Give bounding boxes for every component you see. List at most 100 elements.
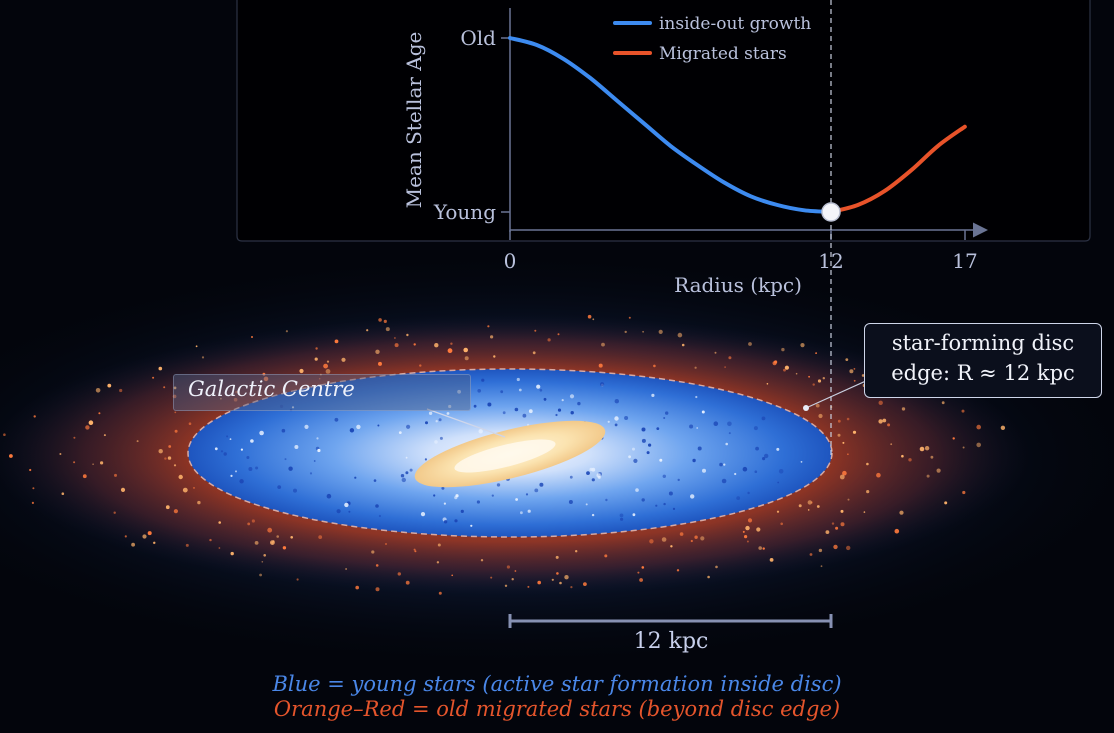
edge-callout-dot xyxy=(803,405,809,411)
y-tick-label-old: Old xyxy=(460,26,496,50)
old-star-dot xyxy=(188,422,192,426)
old-star-dot xyxy=(866,462,869,466)
young-star-dot xyxy=(777,481,780,484)
young-star-dot xyxy=(373,479,377,482)
old-star-dot xyxy=(833,544,838,550)
young-star-dot xyxy=(702,468,706,473)
old-star-dot xyxy=(164,457,167,460)
young-star-dot xyxy=(656,427,660,430)
old-star-dot xyxy=(437,543,441,547)
young-star-dot xyxy=(778,469,784,474)
young-star-dot xyxy=(555,413,558,417)
old-star-dot xyxy=(345,568,347,570)
old-star-dot xyxy=(583,582,587,586)
young-star-dot xyxy=(344,502,349,508)
young-star-dot xyxy=(477,389,482,393)
old-star-dot xyxy=(845,358,849,361)
young-star-dot xyxy=(476,500,480,504)
old-star-dot xyxy=(661,537,667,542)
young-star-dot xyxy=(632,447,635,451)
young-star-dot xyxy=(516,377,520,382)
old-star-dot xyxy=(487,325,490,328)
old-star-dot xyxy=(120,487,126,492)
young-star-dot xyxy=(434,440,438,444)
young-star-dot xyxy=(614,416,619,421)
old-star-dot xyxy=(707,575,710,579)
young-star-dot xyxy=(455,494,459,498)
old-star-dot xyxy=(564,575,569,580)
old-star-dot xyxy=(147,531,152,536)
old-star-dot xyxy=(847,498,850,501)
old-star-dot xyxy=(853,368,856,370)
old-migrated-stars xyxy=(3,314,1006,595)
young-star-dot xyxy=(600,382,605,387)
old-star-dot xyxy=(679,532,684,536)
old-star-dot xyxy=(131,542,136,547)
old-star-dot xyxy=(587,314,592,319)
old-star-dot xyxy=(172,394,177,399)
old-star-dot xyxy=(846,417,850,421)
young-star-dot xyxy=(721,478,727,484)
young-star-dot xyxy=(223,452,227,456)
y-tick-label-young: Young xyxy=(433,200,496,224)
old-star-dot xyxy=(746,540,749,543)
young-star-dot xyxy=(518,388,522,392)
y-axis-title: Mean Stellar Age xyxy=(402,32,426,209)
old-star-dot xyxy=(233,397,238,402)
old-star-dot xyxy=(866,490,870,494)
old-star-dot xyxy=(267,527,273,533)
young-star-dot xyxy=(336,509,341,514)
old-star-dot xyxy=(887,423,891,427)
old-star-dot xyxy=(694,366,697,369)
old-star-dot xyxy=(769,558,774,562)
young-star-dot xyxy=(250,439,254,443)
young-star-dot xyxy=(696,427,699,429)
old-star-dot xyxy=(744,535,748,539)
old-star-dot xyxy=(815,403,820,408)
old-star-dot xyxy=(254,541,259,545)
old-star-dot xyxy=(218,521,221,524)
old-star-dot xyxy=(506,565,510,569)
old-star-dot xyxy=(323,363,328,369)
old-star-dot xyxy=(378,361,382,366)
young-star-dot xyxy=(438,418,442,422)
old-star-dot xyxy=(840,509,844,513)
young-star-dot xyxy=(304,424,309,429)
old-star-dot xyxy=(165,505,170,510)
old-star-dot xyxy=(926,474,930,478)
young-star-dot xyxy=(326,493,332,499)
old-star-dot xyxy=(944,501,948,505)
young-star-dot xyxy=(293,488,297,493)
old-star-dot xyxy=(296,578,299,581)
old-star-dot xyxy=(559,581,562,585)
old-star-dot xyxy=(837,419,841,423)
old-star-dot xyxy=(930,455,934,459)
old-star-dot xyxy=(251,519,255,523)
old-star-dot xyxy=(315,347,318,350)
young-star-dot xyxy=(695,395,698,399)
old-star-dot xyxy=(747,518,753,523)
old-star-dot xyxy=(220,397,222,400)
caption-young: Blue = young stars (active star formatio… xyxy=(272,672,842,696)
old-star-dot xyxy=(107,383,112,388)
old-star-dot xyxy=(504,584,508,587)
young-star-dot xyxy=(289,408,293,412)
x-axis-title: Radius (kpc) xyxy=(674,273,802,297)
old-star-dot xyxy=(766,383,769,385)
old-star-dot xyxy=(837,433,841,437)
old-star-dot xyxy=(193,487,195,489)
old-star-dot xyxy=(878,419,883,424)
old-star-dot xyxy=(31,501,34,504)
young-star-dot xyxy=(433,494,436,497)
old-star-dot xyxy=(878,400,883,405)
old-star-dot xyxy=(547,338,551,342)
young-star-dot xyxy=(400,474,405,478)
young-star-dot xyxy=(235,470,237,473)
old-star-dot xyxy=(598,363,603,368)
old-star-dot xyxy=(88,420,94,426)
old-star-dot xyxy=(658,329,663,334)
young-star-dot xyxy=(487,402,492,407)
old-star-dot xyxy=(173,509,178,514)
young-star-dot xyxy=(470,524,473,527)
